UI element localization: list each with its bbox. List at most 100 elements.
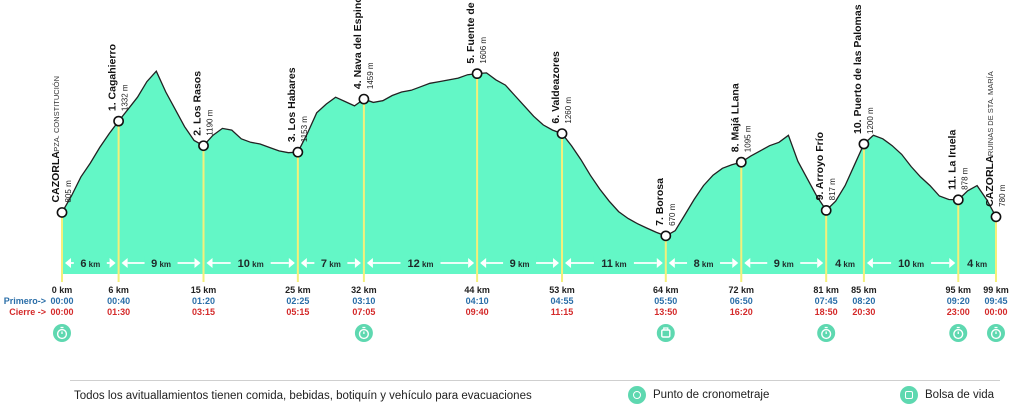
station-altitude: 878 m: [960, 167, 969, 190]
segment-unit: km: [973, 260, 987, 269]
station-km: 0 km: [52, 285, 73, 295]
station-primero-time: 04:10: [466, 296, 489, 306]
station-label-group: 6. Valdeazores: [550, 51, 562, 124]
station-altitude: 1095 m: [743, 125, 752, 152]
legend-bag: Bolsa de vida: [900, 386, 994, 404]
segment-unit: km: [516, 260, 530, 269]
station-label-group: 10. Puerto de las Palomas: [852, 4, 864, 134]
legend-divider: [70, 380, 1000, 381]
segment-arrow-left: [565, 258, 572, 268]
station-km: 15 km: [191, 285, 217, 295]
cierre-row-label: Cierre ->: [9, 307, 46, 317]
station-cierre-time: 09:40: [466, 307, 489, 317]
station-label-group: 2. Los Rasos: [192, 71, 204, 136]
segment-value: 4: [967, 258, 974, 270]
segment-label-bg: [593, 256, 634, 270]
station-alt-group: 670 m: [668, 203, 677, 226]
station-km: 64 km: [653, 285, 679, 295]
station-altitude: 780 m: [998, 184, 1007, 207]
segment-unit: km: [841, 260, 855, 269]
legend: Todos los avituallamientos tienen comida…: [0, 380, 1024, 412]
segment-arrow-right: [354, 258, 361, 268]
station-name: 5. Fuente de la Umbría: [465, 0, 477, 64]
station-alt-group: 1459 m: [366, 62, 375, 89]
station-marker: [358, 93, 370, 105]
segment-label-bg: [230, 256, 271, 270]
station-label-group: 8. Majá LLana: [729, 83, 741, 152]
segment-label-bg: [314, 256, 348, 270]
station-cierre-time: 01:30: [107, 307, 130, 317]
station-altitude: 1459 m: [366, 62, 375, 89]
segment-arrow-right: [949, 258, 956, 268]
station-name: 2. Los Rasos: [192, 71, 204, 136]
segment-unit: km: [910, 260, 924, 269]
station-alt-group: 1095 m: [743, 125, 752, 152]
station-cierre-time: 03:15: [192, 307, 215, 317]
station-alt-group: 817 m: [828, 178, 837, 201]
station-cierre-time: 11:15: [551, 307, 574, 317]
station-primero-time: 09:45: [984, 296, 1007, 306]
profile-area: [62, 71, 996, 262]
bag-icon: [900, 386, 918, 404]
station-sublabel: - PZA. CONSTITUCIÓN: [52, 76, 61, 156]
segment-label-bg: [767, 256, 801, 270]
segment-length-label: 6 km: [80, 258, 100, 270]
segment-value: 9: [774, 258, 780, 270]
station-alt-group: 878 m: [960, 167, 969, 190]
segment-arrow-right: [468, 258, 475, 268]
station-alt-group: 1200 m: [866, 107, 875, 134]
station-name: 9. Arroyo Frío: [814, 132, 826, 200]
stopwatch-icon: [949, 324, 968, 342]
station-km: 81 km: [813, 285, 839, 295]
legend-timer: Punto de cronometraje: [628, 386, 769, 404]
station-primero-time: 09:20: [947, 296, 970, 306]
legend-timer-label: Punto de cronometraje: [653, 389, 770, 401]
segment-length-label: 7 km: [321, 258, 341, 270]
station-km: 44 km: [464, 285, 490, 295]
station-altitude: 805 m: [64, 180, 73, 203]
segment-arrow-left: [206, 258, 213, 268]
segment-arrow-right: [109, 258, 116, 268]
segment-unit: km: [250, 260, 264, 269]
segment-arrow-right: [817, 258, 824, 268]
station-marker: [735, 156, 747, 168]
bag-icon: [656, 324, 675, 342]
station-primero-time: 07:45: [815, 296, 838, 306]
segment-length-label: 10 km: [898, 258, 924, 270]
segment-arrow-right: [553, 258, 560, 268]
station-altitude: 1606 m: [479, 37, 488, 64]
segment-length-label: 8 km: [694, 258, 714, 270]
segment-label-bg: [144, 256, 178, 270]
station-primero-time: 06:50: [730, 296, 753, 306]
segment-arrow-left: [744, 258, 751, 268]
segment-length-label: 12 km: [407, 258, 433, 270]
segment-arrow-left: [668, 258, 675, 268]
station-altitude: 817 m: [828, 178, 837, 201]
segment-length-label: 10 km: [238, 258, 264, 270]
segment-arrow-left: [65, 258, 71, 268]
segment-length-label: 9 km: [774, 258, 794, 270]
station-alt-group: 805 m: [64, 180, 73, 203]
segment-unit: km: [613, 260, 627, 269]
station-label-group: 4. Nava del Espino: [352, 0, 364, 89]
station-name: 6. Valdeazores: [550, 51, 562, 124]
station-marker: [113, 115, 125, 127]
station-name: 3. Los Habares: [286, 67, 298, 142]
station-km: 32 km: [351, 285, 377, 295]
station-marker: [556, 128, 568, 139]
station-alt-group: 780 m: [998, 184, 1007, 207]
station-label-group: CAZORLA- RUINAS DE STA. MARÍA: [984, 71, 996, 207]
segment-label-bg: [687, 256, 721, 270]
station-label-group: 9. Arroyo Frío: [814, 132, 826, 200]
segment-label-bg: [828, 256, 862, 270]
station-label-group: 5. Fuente de la Umbría: [465, 0, 477, 64]
stopwatch-icon: [817, 324, 836, 342]
station-name: 7. Borosa: [654, 178, 666, 226]
segment-value: 8: [694, 258, 700, 270]
segment-arrow-right: [194, 258, 201, 268]
station-marker: [56, 207, 68, 218]
station-primero-time: 00:40: [107, 296, 130, 306]
segment-label-bg: [891, 256, 932, 270]
station-name: 11. La Iruela: [946, 130, 958, 190]
segment-arrow-right: [732, 258, 739, 268]
